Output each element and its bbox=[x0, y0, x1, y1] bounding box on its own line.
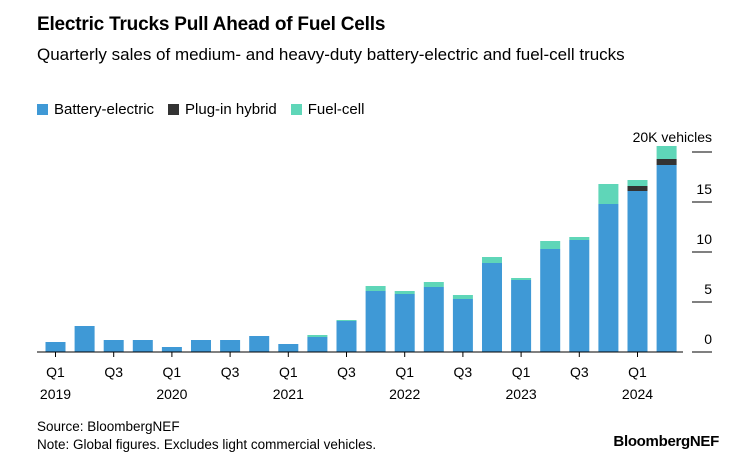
bar-battery-electric bbox=[569, 240, 590, 352]
bar-fuel-cell bbox=[482, 257, 502, 263]
bar-battery-electric bbox=[220, 340, 241, 352]
bar-battery-electric bbox=[452, 299, 473, 352]
bar-fuel-cell bbox=[511, 278, 532, 280]
y-tick-label: 5 bbox=[704, 281, 712, 297]
bar-fuel-cell bbox=[656, 146, 677, 159]
x-tick-label-year: 2021 bbox=[273, 386, 304, 402]
bar-battery-electric bbox=[482, 263, 502, 352]
x-tick-label-quarter: Q3 bbox=[454, 364, 473, 380]
bar-plug-in-hybrid bbox=[656, 159, 677, 165]
bar-fuel-cell bbox=[307, 335, 328, 337]
legend-label: Plug-in hybrid bbox=[185, 101, 277, 118]
bar-battery-electric bbox=[191, 340, 211, 352]
bar-battery-electric bbox=[423, 287, 444, 352]
bar-fuel-cell bbox=[569, 237, 590, 240]
legend: Battery-electric Plug-in hybrid Fuel-cel… bbox=[37, 101, 364, 118]
chart-subtitle: Quarterly sales of medium- and heavy-dut… bbox=[37, 45, 625, 64]
y-unit-label: 20K vehicles bbox=[633, 129, 712, 145]
bar-battery-electric bbox=[627, 191, 648, 352]
legend-swatch-fuel-cell bbox=[290, 104, 302, 115]
x-tick-label-quarter: Q1 bbox=[628, 364, 647, 380]
legend-swatch-plug-in-hybrid bbox=[168, 104, 180, 115]
bar-plug-in-hybrid bbox=[627, 186, 648, 191]
x-tick-label-year: 2019 bbox=[40, 386, 71, 402]
bar-battery-electric bbox=[132, 340, 153, 352]
note-text: Note: Global figures. Excludes light com… bbox=[37, 437, 377, 452]
bar-battery-electric bbox=[336, 321, 357, 352]
footer: Source: BloombergNEF Note: Global figure… bbox=[37, 418, 376, 454]
x-tick-label-quarter: Q3 bbox=[570, 364, 589, 380]
x-tick-label-quarter: Q3 bbox=[221, 364, 240, 380]
x-tick-label-quarter: Q1 bbox=[46, 364, 65, 380]
bar-battery-electric bbox=[365, 291, 386, 352]
bar-battery-electric bbox=[249, 336, 270, 352]
bar-battery-electric bbox=[74, 326, 95, 352]
bar-battery-electric bbox=[656, 165, 677, 352]
bar-fuel-cell bbox=[598, 184, 619, 204]
legend-label: Battery-electric bbox=[54, 101, 155, 118]
bar-battery-electric bbox=[45, 342, 66, 352]
x-tick-label-year: 2024 bbox=[622, 386, 653, 402]
source-text: Source: BloombergNEF bbox=[37, 419, 180, 434]
brand-logo: BloombergNEF bbox=[613, 433, 719, 450]
bar-battery-electric bbox=[307, 337, 328, 352]
bar-fuel-cell bbox=[336, 320, 357, 321]
bar-fuel-cell bbox=[394, 291, 415, 294]
y-tick-label: 10 bbox=[696, 231, 712, 247]
bar-battery-electric bbox=[278, 344, 299, 352]
x-tick-label-quarter: Q3 bbox=[337, 364, 356, 380]
bar-battery-electric bbox=[511, 280, 532, 352]
bar-fuel-cell bbox=[452, 295, 473, 299]
y-tick-label: 0 bbox=[704, 331, 712, 347]
x-tick-label-quarter: Q3 bbox=[104, 364, 123, 380]
bar-fuel-cell bbox=[540, 241, 561, 249]
bar-fuel-cell bbox=[627, 180, 648, 186]
bar-battery-electric bbox=[103, 340, 124, 352]
legend-item-battery-electric: Battery-electric bbox=[37, 101, 154, 118]
x-tick-label-year: 2022 bbox=[389, 386, 420, 402]
chart-title: Electric Trucks Pull Ahead of Fuel Cells bbox=[37, 14, 386, 35]
x-tick-label-year: 2023 bbox=[506, 386, 537, 402]
bar-battery-electric bbox=[394, 294, 415, 352]
x-tick-label-quarter: Q1 bbox=[512, 364, 531, 380]
bar-fuel-cell bbox=[365, 286, 386, 291]
x-tick-label-year: 2020 bbox=[156, 386, 187, 402]
y-tick-label: 15 bbox=[696, 181, 712, 197]
bar-battery-electric bbox=[540, 249, 561, 352]
legend-item-plug-in-hybrid: Plug-in hybrid bbox=[168, 101, 277, 118]
legend-swatch-battery-electric bbox=[37, 104, 48, 115]
legend-label: Fuel-cell bbox=[307, 101, 365, 118]
bar-battery-electric bbox=[598, 204, 619, 352]
legend-item-fuel-cell: Fuel-cell bbox=[290, 101, 365, 118]
bar-battery-electric bbox=[161, 347, 182, 352]
x-tick-label-quarter: Q1 bbox=[279, 364, 298, 380]
x-tick-label-quarter: Q1 bbox=[163, 364, 182, 380]
x-tick-label-quarter: Q1 bbox=[395, 364, 414, 380]
bar-fuel-cell bbox=[423, 282, 444, 287]
